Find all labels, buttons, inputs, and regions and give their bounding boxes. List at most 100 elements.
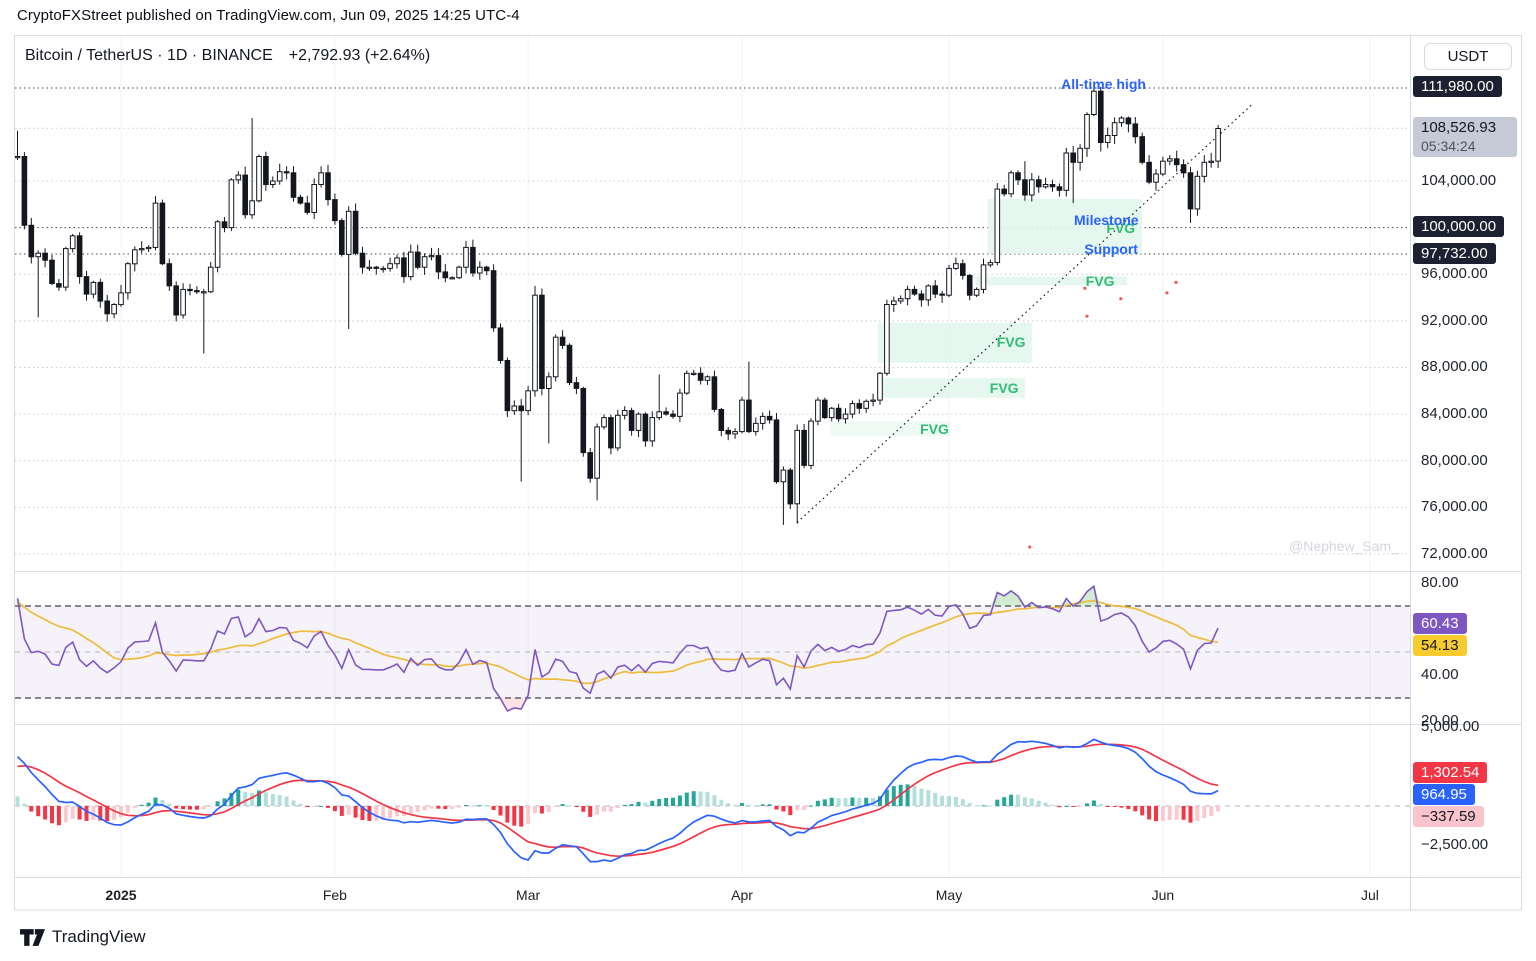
macd-histogram-bar xyxy=(1188,806,1193,823)
macd-histogram-bar xyxy=(22,803,27,806)
candle xyxy=(318,166,324,188)
candle xyxy=(1056,183,1063,197)
fvg-box[interactable] xyxy=(877,322,1032,363)
candle xyxy=(911,285,918,296)
macd-histogram-bar xyxy=(1160,806,1165,821)
symbol-title[interactable]: Bitcoin / TetherUS · 1D · BINANCE xyxy=(25,47,273,64)
candle xyxy=(1001,184,1008,197)
candle xyxy=(684,370,690,395)
macd-histogram-bar xyxy=(1154,806,1158,822)
macd-histogram-bar xyxy=(912,785,917,806)
candle xyxy=(345,206,352,329)
macd-histogram-bar xyxy=(332,806,337,812)
tradingview-logo-icon[interactable] xyxy=(20,928,45,946)
candle xyxy=(759,412,766,430)
candle xyxy=(552,334,559,382)
macd-histogram-bar xyxy=(174,806,179,809)
macd-histogram-bar xyxy=(464,805,468,806)
candle xyxy=(297,194,304,205)
macd-histogram-bar xyxy=(795,806,800,811)
macd-histogram-bar xyxy=(105,806,110,822)
macd-histogram-bar xyxy=(1119,806,1124,808)
macd-histogram-bar xyxy=(546,806,551,812)
candle xyxy=(918,290,925,307)
candle xyxy=(421,253,428,275)
macd-histogram-bar xyxy=(263,792,268,806)
macd-histogram-bar xyxy=(498,806,503,816)
candle xyxy=(490,264,497,332)
candle xyxy=(1042,177,1049,189)
candle xyxy=(663,407,669,416)
fvg-box[interactable] xyxy=(987,199,1143,254)
candle xyxy=(1118,116,1125,127)
price-change: +2,792.93 (+2.64%) xyxy=(288,47,431,64)
candle xyxy=(780,466,787,525)
macd-histogram-bar xyxy=(974,805,979,807)
candle xyxy=(394,254,400,269)
candle xyxy=(835,403,842,422)
macd-histogram-bar xyxy=(574,806,579,807)
currency-button[interactable]: USDT xyxy=(1424,43,1512,70)
candle xyxy=(1104,127,1111,149)
macd-histogram-bar xyxy=(312,806,317,807)
macd-histogram-bar xyxy=(132,806,137,808)
candle xyxy=(1160,156,1166,177)
candle xyxy=(628,407,635,436)
candle xyxy=(28,217,35,264)
candle xyxy=(42,248,48,268)
fvg-box[interactable] xyxy=(877,378,1025,398)
macd-histogram-bar xyxy=(809,805,813,807)
candle xyxy=(1077,144,1083,171)
macd-histogram-bar xyxy=(1174,806,1179,820)
candle xyxy=(166,258,173,291)
macd-histogram-bar xyxy=(960,799,965,806)
macd-histogram-bar xyxy=(415,806,420,813)
macd-histogram-bar xyxy=(77,806,82,820)
candle xyxy=(1194,170,1201,216)
candles xyxy=(15,87,1221,525)
grid xyxy=(15,36,1410,878)
macd-histogram-bar xyxy=(774,806,779,810)
macd-histogram-bar xyxy=(864,797,869,806)
candle xyxy=(242,166,248,219)
macd-histogram-bar xyxy=(50,806,54,824)
macd-histogram-bar xyxy=(519,806,524,827)
macd-histogram-bar xyxy=(429,806,434,809)
candle xyxy=(132,246,138,272)
macd-histogram-bar xyxy=(1085,803,1089,806)
candle xyxy=(1008,170,1014,198)
macd-histogram-bar xyxy=(422,806,427,811)
macd-histogram-bar xyxy=(277,795,282,806)
candle xyxy=(380,266,386,273)
macd-histogram-bar xyxy=(891,786,896,806)
candle xyxy=(152,196,159,251)
candle xyxy=(435,248,442,279)
macd-histogram-bar xyxy=(919,788,924,806)
candle xyxy=(904,285,911,306)
brand-name[interactable]: TradingView xyxy=(52,927,146,946)
candle xyxy=(366,259,373,272)
fvg-box[interactable] xyxy=(830,421,950,437)
candle xyxy=(932,280,939,299)
candle xyxy=(822,397,828,419)
candle xyxy=(15,130,21,160)
candle xyxy=(677,388,683,423)
macd-histogram-bar xyxy=(884,789,889,806)
trendline[interactable] xyxy=(796,103,1254,523)
candle xyxy=(642,412,649,447)
candle xyxy=(704,375,711,385)
macd-histogram-bar xyxy=(1147,806,1152,820)
macd-histogram-bar xyxy=(595,806,600,815)
candle xyxy=(980,258,987,294)
fvg-box[interactable] xyxy=(975,276,1127,286)
candle xyxy=(1180,159,1187,178)
macd-histogram-bar xyxy=(940,795,945,806)
macd-histogram-bar xyxy=(1029,798,1034,806)
macd-histogram-bar xyxy=(871,798,876,806)
macd-histogram-bar xyxy=(512,806,517,826)
macd-histogram-bar xyxy=(284,796,289,806)
candle xyxy=(373,265,380,275)
macd-histogram-bar xyxy=(257,790,261,806)
macd-histogram-bar xyxy=(629,804,634,806)
